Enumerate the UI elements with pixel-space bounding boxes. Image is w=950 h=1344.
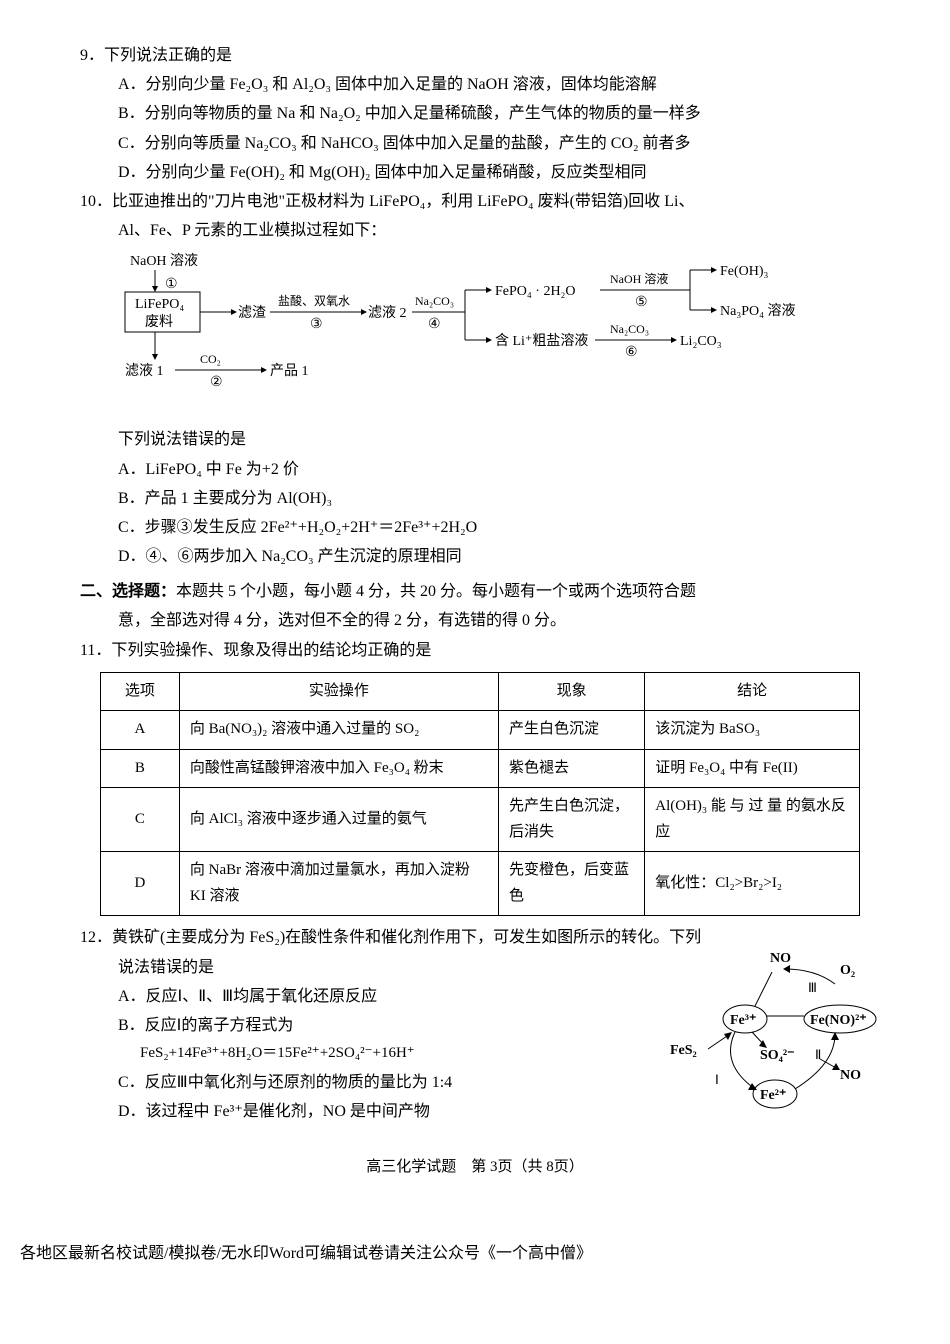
svg-text:SO₄²⁻: SO₄²⁻ xyxy=(760,1048,794,1063)
svg-text:FeS₂: FeS₂ xyxy=(670,1043,697,1058)
svg-text:废料: 废料 xyxy=(145,314,173,330)
q11-stem: 11．下列实验操作、现象及得出的结论均正确的是 xyxy=(80,637,870,664)
bottom-note: 各地区最新名校试题/模拟卷/无水印Word可编辑试卷请关注公众号《一个高中僧》 xyxy=(20,1240,870,1267)
q9-option-a: A．分别向少量 Fe₂O₃ 和 Al₂O₃ 固体中加入足量的 NaOH 溶液，固… xyxy=(80,71,870,98)
q10-option-c: C．步骤③发生反应 2Fe²⁺+H₂O₂+2H⁺＝2Fe³⁺+2H₂O xyxy=(80,514,870,541)
table-row: D 向 NaBr 溶液中滴加过量氯水，再加入淀粉 KI 溶液 先变橙色，后变蓝色… xyxy=(101,852,860,916)
svg-text:FePO₄ · 2H₂O: FePO₄ · 2H₂O xyxy=(495,284,576,299)
svg-text:Na₃PO₄ 溶液: Na₃PO₄ 溶液 xyxy=(720,303,795,319)
table-header-row: 选项 实验操作 现象 结论 xyxy=(101,672,860,711)
q10-option-b: B．产品 1 主要成分为 Al(OH)₃ xyxy=(80,485,870,512)
page-footer: 高三化学试题 第 3页（共 8页） xyxy=(80,1155,870,1181)
q9-option-c: C．分别向等质量 Na₂CO₃ 和 NaHCO₃ 固体中加入足量的盐酸，产生的 … xyxy=(80,130,870,157)
q10-option-d: D．④、⑥两步加入 Na₂CO₃ 产生沉淀的原理相同 xyxy=(80,543,870,570)
q9-option-b: B．分别向等物质的量 Na 和 Na₂O₂ 中加入足量稀硫酸，产生气体的物质的量… xyxy=(80,100,870,127)
svg-text:①: ① xyxy=(165,277,178,292)
q10-flow-diagram: .t { font-family: SimSun, serif; font-si… xyxy=(120,250,880,420)
svg-text:Ⅰ: Ⅰ xyxy=(715,1072,719,1087)
svg-text:NO: NO xyxy=(840,1068,861,1083)
q9-option-d: D．分别向少量 Fe(OH)₂ 和 Mg(OH)₂ 固体中加入足量稀硝酸，反应类… xyxy=(80,159,870,186)
svg-text:CO₂: CO₂ xyxy=(200,352,221,366)
svg-text:滤渣: 滤渣 xyxy=(238,305,266,321)
svg-text:Na₂CO₃: Na₂CO₃ xyxy=(415,294,454,308)
th-phenomenon: 现象 xyxy=(499,672,645,711)
table-row: A 向 Ba(NO₃)₂ 溶液中通入过量的 SO₂ 产生白色沉淀 该沉淀为 Ba… xyxy=(101,711,860,750)
th-conclusion: 结论 xyxy=(645,672,860,711)
svg-text:LiFePO₄: LiFePO₄ xyxy=(135,297,184,312)
section2-header-line1: 二、选择题：本题共 5 个小题，每小题 4 分，共 20 分。每小题有一个或两个… xyxy=(80,578,870,605)
svg-text:NaOH 溶液: NaOH 溶液 xyxy=(610,271,668,286)
section2-header-line2: 意，全部选对得 4 分，选对但不全的得 2 分，有选错的得 0 分。 xyxy=(80,607,870,634)
q12-diagram: .d{font-family:SimSun,serif;font-size:14… xyxy=(660,944,890,1124)
q10-stem-line1: 10．比亚迪推出的"刀片电池"正极材料为 LiFePO₄，利用 LiFePO₄ … xyxy=(80,188,870,215)
svg-text:Li₂CO₃: Li₂CO₃ xyxy=(680,334,722,349)
svg-text:O₂: O₂ xyxy=(840,963,855,978)
q10-wrong-label: 下列说法错误的是 xyxy=(80,426,870,453)
svg-text:Ⅲ: Ⅲ xyxy=(808,980,817,995)
svg-text:Fe²⁺: Fe²⁺ xyxy=(760,1088,786,1103)
q10-option-a: A．LiFePO₄ 中 Fe 为+2 价 xyxy=(80,456,870,483)
svg-text:⑥: ⑥ xyxy=(625,345,638,360)
svg-text:Fe(NO)²⁺: Fe(NO)²⁺ xyxy=(810,1013,867,1028)
svg-text:盐酸、双氧水: 盐酸、双氧水 xyxy=(278,293,350,308)
table-row: C 向 AlCl₃ 溶液中逐步通入过量的氨气 先产生白色沉淀，后消失 Al(OH… xyxy=(101,788,860,852)
svg-text:④: ④ xyxy=(428,317,441,332)
svg-text:③: ③ xyxy=(310,317,323,332)
svg-text:滤液 1: 滤液 1 xyxy=(125,363,164,379)
q11-table: 选项 实验操作 现象 结论 A 向 Ba(NO₃)₂ 溶液中通入过量的 SO₂ … xyxy=(100,672,860,917)
q9-stem: 9．下列说法正确的是 xyxy=(80,42,870,69)
svg-text:产品 1: 产品 1 xyxy=(270,363,309,379)
q10-stem-line2: Al、Fe、P 元素的工业模拟过程如下： xyxy=(80,217,870,244)
svg-text:NaOH 溶液: NaOH 溶液 xyxy=(130,253,198,269)
th-option: 选项 xyxy=(101,672,180,711)
q12-wrapper: 12．黄铁矿(主要成分为 FeS₂)在酸性条件和催化剂作用下，可发生如图所示的转… xyxy=(80,924,870,1125)
svg-text:NO: NO xyxy=(770,951,791,966)
svg-text:②: ② xyxy=(210,375,223,390)
svg-text:Fe³⁺: Fe³⁺ xyxy=(730,1013,756,1028)
svg-text:⑤: ⑤ xyxy=(635,295,648,310)
svg-text:Na₂CO₃: Na₂CO₃ xyxy=(610,322,649,336)
svg-text:含 Li⁺粗盐溶液: 含 Li⁺粗盐溶液 xyxy=(495,333,588,349)
table-row: B 向酸性高锰酸钾溶液中加入 Fe₃O₄ 粉末 紫色褪去 证明 Fe₃O₄ 中有… xyxy=(101,749,860,788)
svg-text:Fe(OH)₃: Fe(OH)₃ xyxy=(720,264,769,279)
svg-text:滤液 2: 滤液 2 xyxy=(368,305,407,321)
th-operation: 实验操作 xyxy=(179,672,498,711)
